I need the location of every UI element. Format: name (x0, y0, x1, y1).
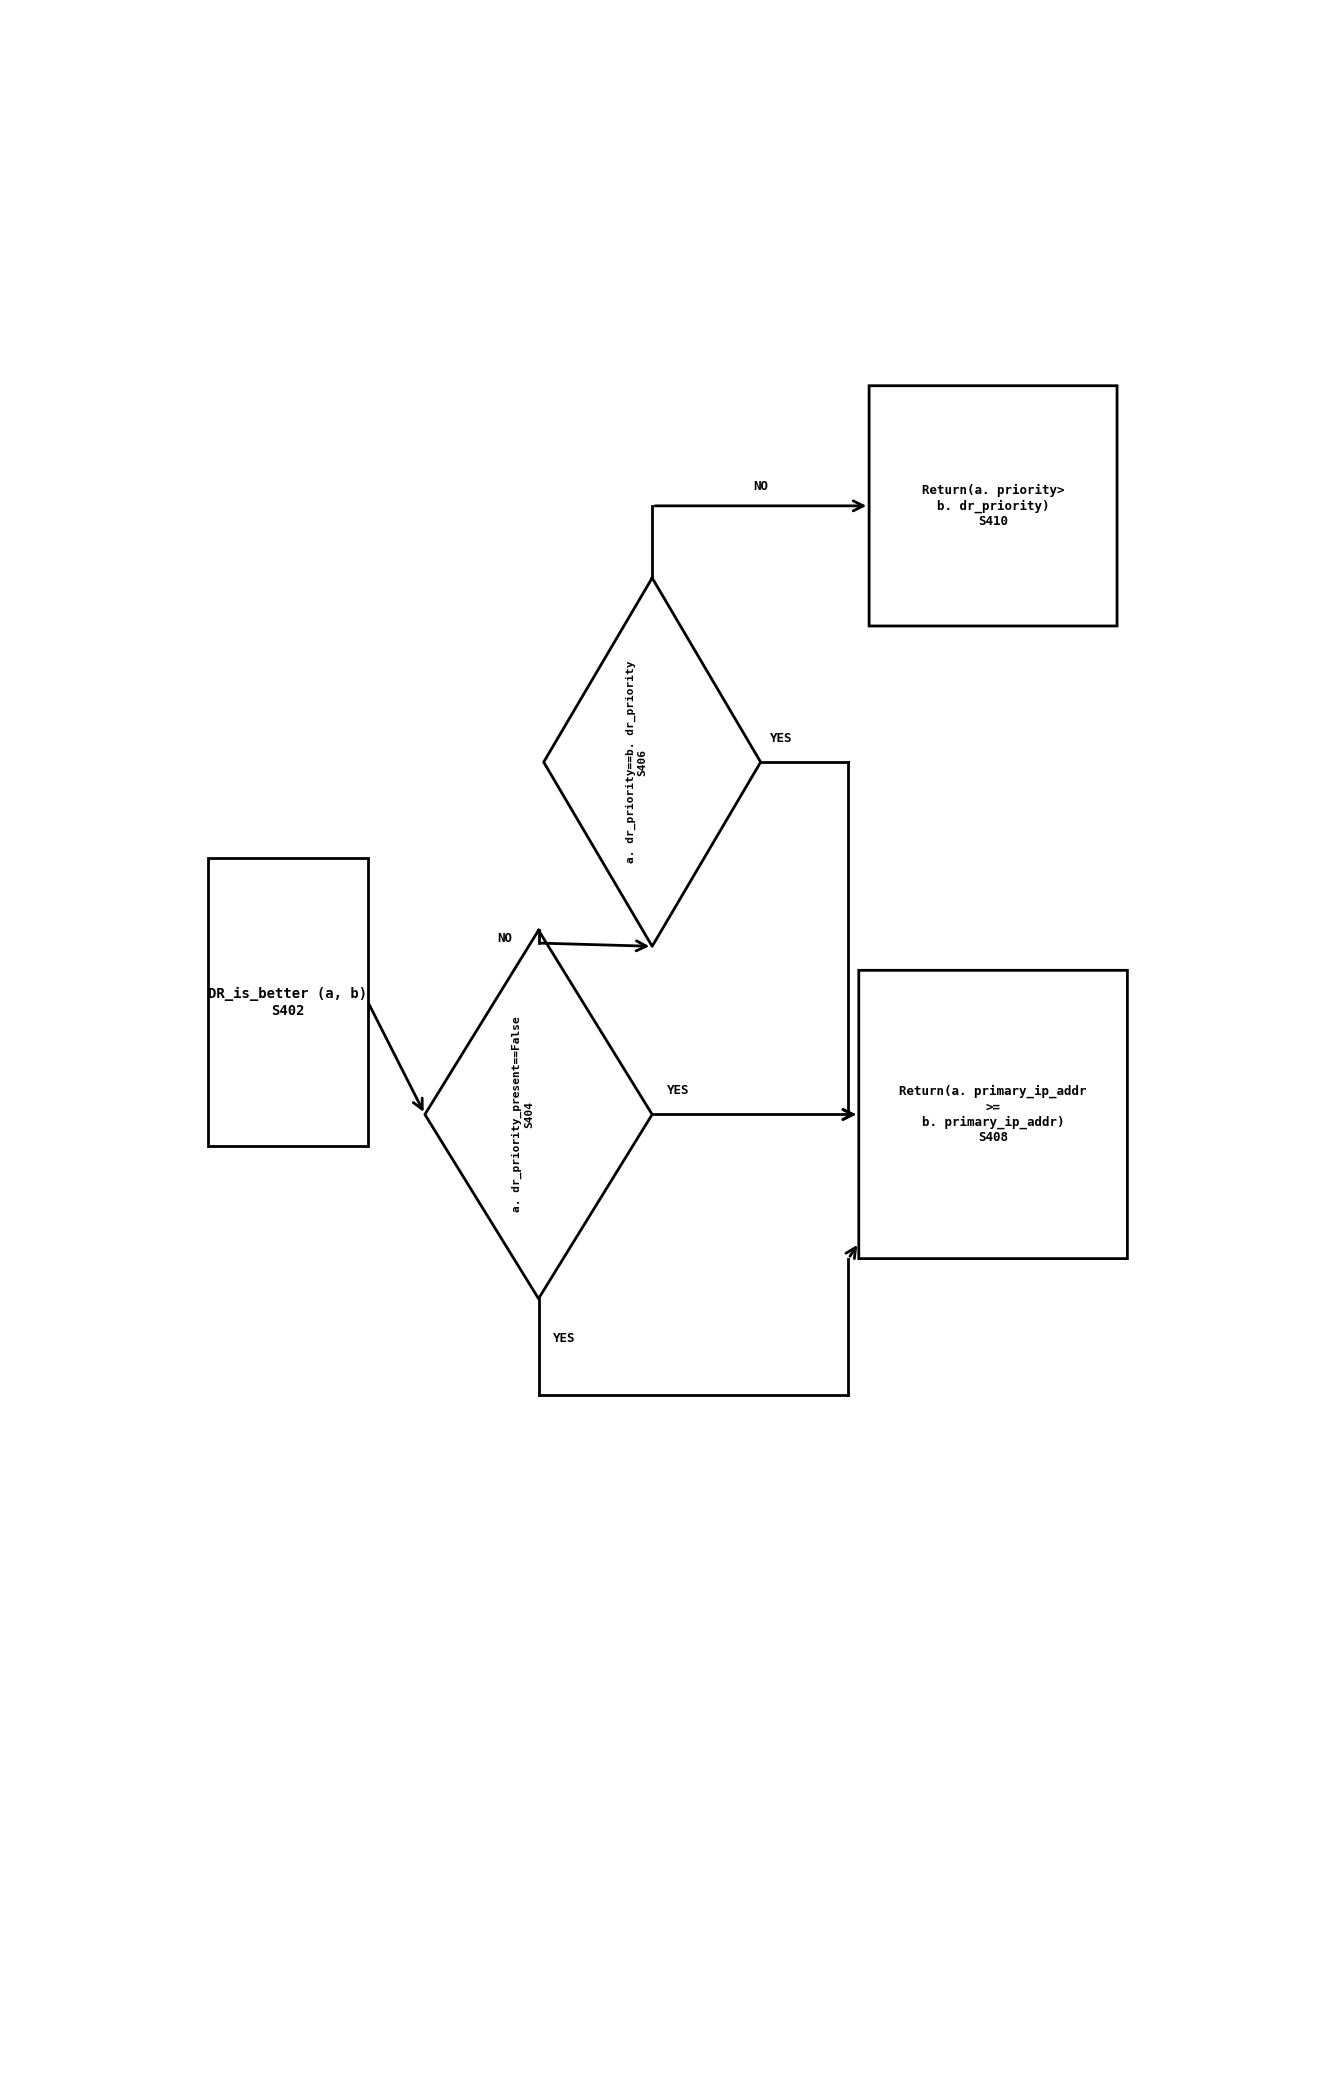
Text: NO: NO (497, 932, 513, 944)
Text: a. dr_priority_present==False
S404: a. dr_priority_present==False S404 (512, 1017, 535, 1213)
Text: YES: YES (553, 1331, 576, 1346)
Text: Return(a. primary_ip_addr
>=
b. primary_ip_addr)
S408: Return(a. primary_ip_addr >= b. primary_… (900, 1086, 1086, 1144)
FancyBboxPatch shape (208, 859, 368, 1146)
Text: a. dr_priority==b. dr_priority
S406: a. dr_priority==b. dr_priority S406 (625, 661, 648, 863)
FancyBboxPatch shape (869, 385, 1117, 626)
Text: DR_is_better (a, b)
S402: DR_is_better (a, b) S402 (208, 988, 368, 1017)
Text: NO: NO (753, 480, 768, 493)
Text: YES: YES (770, 732, 793, 745)
Text: YES: YES (666, 1084, 689, 1096)
Text: Return(a. priority>
b. dr_priority)
S410: Return(a. priority> b. dr_priority) S410 (922, 485, 1064, 528)
FancyBboxPatch shape (858, 969, 1128, 1258)
